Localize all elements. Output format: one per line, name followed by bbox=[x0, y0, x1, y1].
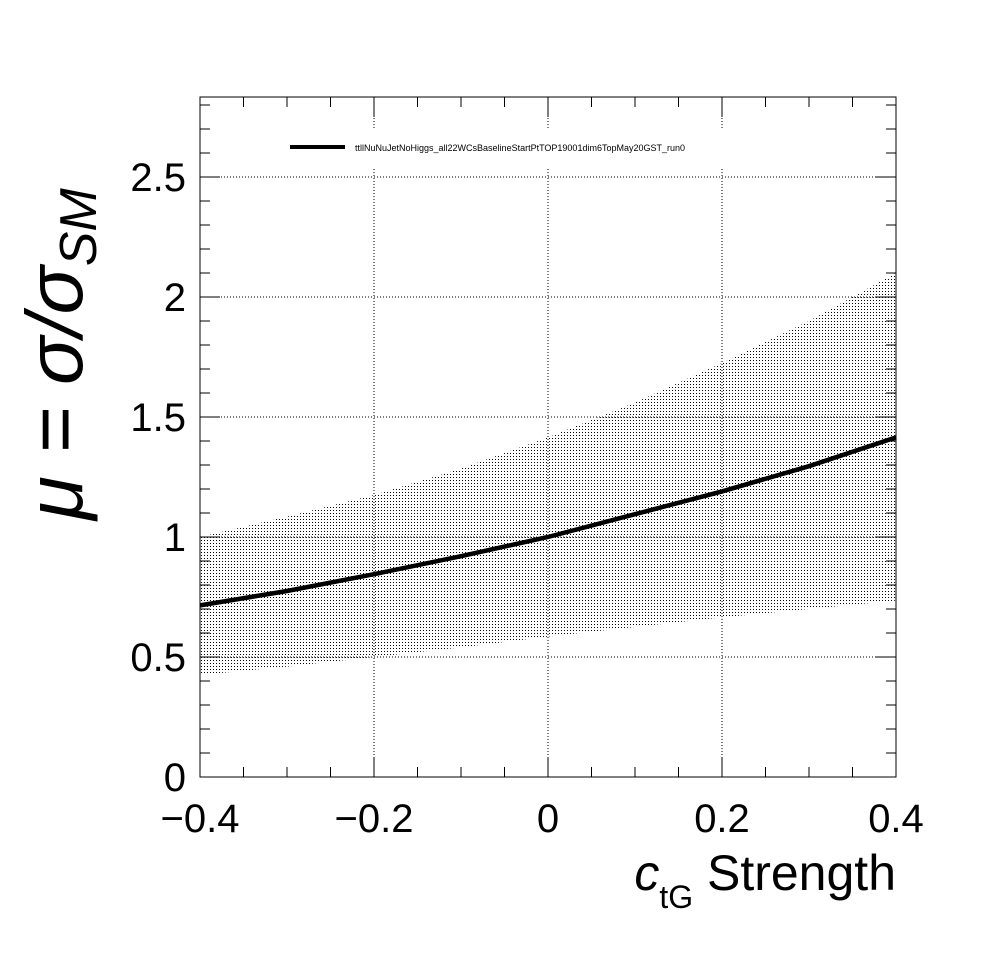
x-tick-label: −0.2 bbox=[335, 797, 414, 841]
y-tick-label: 2 bbox=[164, 276, 186, 320]
x-axis-label: ctG Strength bbox=[634, 845, 896, 915]
y-axis-label: μ = σ/σSM bbox=[10, 188, 108, 522]
legend-label: ttllNuNuJetNoHiggs_all22WCsBaselineStart… bbox=[355, 143, 685, 153]
y-axis-label-main: μ = σ/σ bbox=[10, 264, 99, 522]
legend-box bbox=[280, 128, 800, 168]
x-axis-label-subscript: tG bbox=[659, 879, 693, 915]
x-axis-label-suffix: Strength bbox=[693, 845, 896, 901]
x-tick-label: 0.4 bbox=[868, 797, 924, 841]
y-tick-labels: 0 0.5 1 1.5 2 2.5 bbox=[130, 156, 186, 800]
x-tick-label: 0 bbox=[537, 797, 559, 841]
y-axis-label-subscript: SM bbox=[50, 188, 108, 267]
y-tick-label: 2.5 bbox=[130, 156, 186, 200]
y-tick-label: 1 bbox=[164, 516, 186, 560]
x-axis-label-prefix: c bbox=[634, 845, 659, 901]
series-line bbox=[199, 435, 897, 608]
x-tick-label: −0.4 bbox=[161, 797, 240, 841]
uncertainty-band bbox=[200, 272, 896, 675]
y-tick-label: 0 bbox=[164, 756, 186, 800]
y-tick-label: 1.5 bbox=[130, 396, 186, 440]
x-tick-label: 0.2 bbox=[694, 797, 750, 841]
x-tick-labels: −0.4 −0.2 0 0.2 0.4 bbox=[161, 797, 924, 841]
axis-ticks bbox=[199, 97, 897, 778]
y-tick-label: 0.5 bbox=[130, 636, 186, 680]
